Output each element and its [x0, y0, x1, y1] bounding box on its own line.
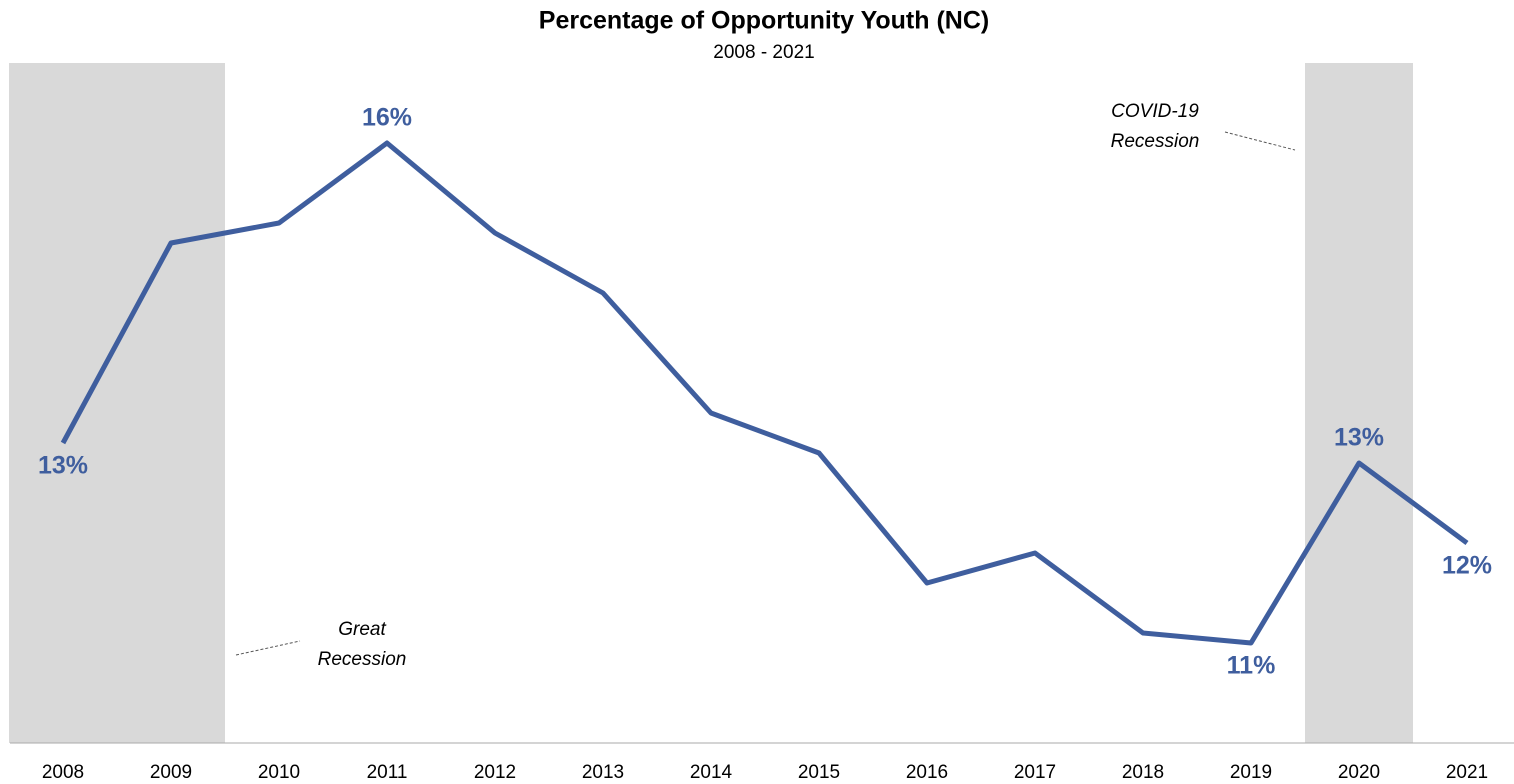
data-line	[60, 140, 1469, 646]
recession-label: Great	[338, 619, 386, 640]
data-label: 11%	[1227, 652, 1276, 680]
recession-band	[9, 63, 225, 743]
data-label: 16%	[362, 104, 412, 132]
x-tick-label: 2013	[582, 762, 624, 783]
x-tick-label: 2016	[906, 762, 948, 783]
x-tick-label: 2014	[690, 762, 733, 783]
x-tick-label: 2017	[1014, 762, 1056, 783]
x-tick-label: 2008	[42, 762, 84, 783]
x-tick-label: 2015	[798, 762, 840, 783]
x-tick-label: 2012	[474, 762, 516, 783]
x-tick-label: 2020	[1338, 762, 1380, 783]
recession-label: COVID-19	[1111, 101, 1199, 122]
data-label: 12%	[1442, 552, 1492, 580]
x-tick-label: 2010	[258, 762, 300, 783]
annotation-leader	[235, 640, 301, 656]
annotation-leader	[1224, 131, 1296, 151]
chart-subtitle: 2008 - 2021	[713, 42, 814, 63]
x-tick-label: 2019	[1230, 762, 1272, 783]
chart-title: Percentage of Opportunity Youth (NC)	[539, 7, 989, 35]
x-tick-label: 2011	[367, 762, 408, 783]
recession-label: Recession	[1111, 131, 1200, 152]
recession-label: Recession	[318, 649, 407, 670]
data-label: 13%	[1334, 424, 1384, 452]
x-tick-label: 2018	[1122, 762, 1164, 783]
x-tick-label: 2009	[150, 762, 192, 783]
recession-band	[1305, 63, 1413, 743]
data-label: 13%	[38, 452, 88, 480]
x-tick-label: 2021	[1446, 762, 1488, 783]
